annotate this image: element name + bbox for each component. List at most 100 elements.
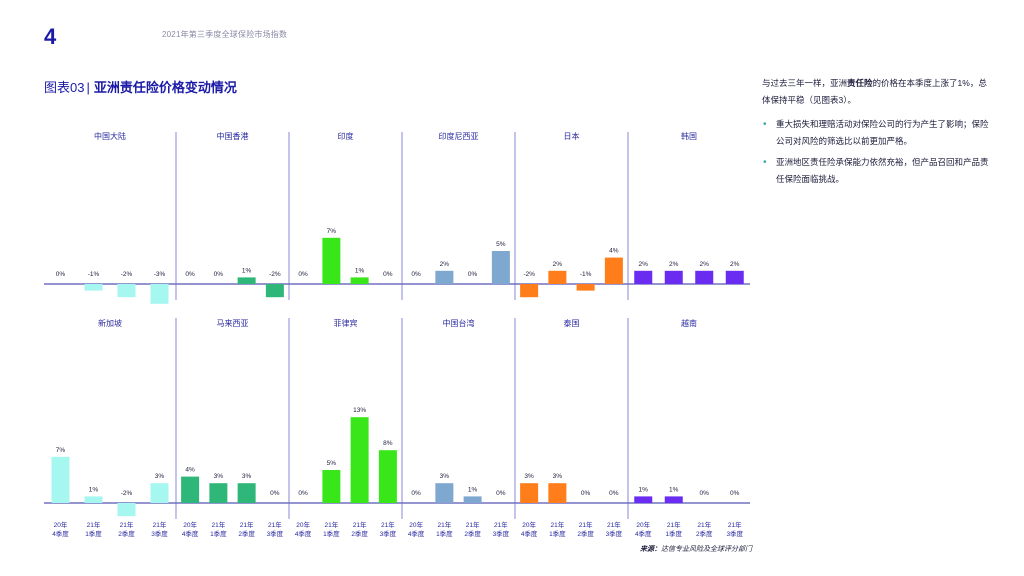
x-tick-label: 21年 — [120, 520, 134, 529]
x-tick-label: 21年 — [438, 520, 452, 529]
x-tick-label: 4季度 — [182, 529, 199, 538]
data-label: 1% — [355, 267, 365, 274]
x-tick-label: 21年 — [381, 520, 395, 529]
bar — [378, 450, 397, 503]
bar — [520, 284, 539, 298]
bar — [350, 277, 369, 284]
x-tick-label: 21年 — [153, 520, 167, 529]
bar — [695, 270, 714, 284]
data-label: 0% — [700, 490, 710, 497]
bar — [576, 284, 595, 291]
x-tick-label: 1季度 — [436, 529, 453, 538]
data-label: 0% — [270, 490, 280, 497]
x-tick-label: 20年 — [183, 520, 197, 529]
bar — [150, 483, 169, 503]
figure-name: 亚洲责任险价格变动情况 — [93, 80, 237, 95]
panel-title: 新加坡 — [98, 318, 122, 328]
x-tick-label: 21年 — [607, 520, 621, 529]
data-label: 3% — [440, 473, 450, 480]
panel-title: 马来西亚 — [217, 319, 249, 328]
data-label: 1% — [468, 486, 478, 493]
bar — [265, 284, 284, 298]
data-label: 2% — [553, 261, 563, 268]
data-label: 3% — [242, 473, 252, 480]
x-tick-label: 1季度 — [323, 529, 340, 538]
data-label: 0% — [185, 271, 195, 278]
bar — [664, 496, 683, 503]
bullet-list: 重大损失和理赔活动对保险公司的行为产生了影响；保险公司对风险的筛选比以前更加严格… — [762, 116, 990, 192]
bar — [664, 270, 683, 284]
panel-title: 中国大陆 — [94, 131, 126, 141]
data-label: 0% — [468, 271, 478, 278]
panel-title: 日本 — [564, 131, 580, 141]
bar — [491, 251, 510, 284]
data-label: 0% — [496, 490, 506, 497]
bar — [322, 237, 341, 284]
data-label: 0% — [411, 490, 421, 497]
x-tick-label: 4季度 — [521, 529, 538, 538]
data-label: 3% — [524, 473, 534, 480]
data-label: 2% — [440, 261, 450, 268]
x-tick-label: 3季度 — [267, 529, 284, 538]
source-note: 来源：达信专业风险及全球评分部门 — [640, 544, 752, 554]
source-text: 达信专业风险及全球评分部门 — [661, 546, 752, 553]
bar — [548, 483, 567, 503]
data-label: 0% — [411, 271, 421, 278]
panel-title: 越南 — [681, 318, 697, 328]
data-label: 4% — [185, 467, 195, 474]
panel-title: 印度 — [338, 131, 354, 141]
bar — [634, 270, 653, 284]
bullet-item: 亚洲地区责任险承保能力依然充裕，但产品召回和产品责任保险面临挑战。 — [762, 154, 990, 188]
bar — [51, 456, 70, 503]
data-label: 2% — [730, 261, 740, 268]
x-tick-label: 21年 — [212, 520, 226, 529]
x-tick-label: 4季度 — [635, 529, 652, 538]
data-label: 4% — [609, 248, 619, 255]
panel-title: 中国香港 — [217, 131, 249, 141]
x-tick-label: 20年 — [409, 520, 423, 529]
bar — [237, 277, 256, 284]
data-label: 8% — [383, 440, 393, 447]
data-label: 7% — [327, 228, 337, 235]
x-tick-label: 21年 — [268, 520, 282, 529]
x-tick-label: 2季度 — [577, 529, 594, 538]
data-label: 3% — [155, 473, 165, 480]
data-label: 1% — [639, 486, 649, 493]
figure-title: 图表03 | 亚洲责任险价格变动情况 — [44, 77, 237, 96]
x-tick-label: 21年 — [697, 520, 711, 529]
bar — [237, 483, 256, 503]
x-tick-label: 3季度 — [380, 529, 397, 538]
x-tick-label: 21年 — [728, 520, 742, 529]
data-label: -2% — [523, 271, 535, 278]
x-tick-label: 21年 — [353, 520, 367, 529]
x-tick-label: 20年 — [296, 520, 310, 529]
data-label: 0% — [730, 490, 740, 497]
data-label: -2% — [121, 271, 133, 278]
x-tick-label: 21年 — [667, 520, 681, 529]
x-tick-label: 2季度 — [351, 529, 368, 538]
data-label: 0% — [298, 271, 308, 278]
data-label: 1% — [669, 486, 679, 493]
data-label: -1% — [88, 271, 100, 278]
data-label: 5% — [327, 460, 337, 467]
panel-title: 中国台湾 — [443, 318, 475, 328]
bar — [350, 417, 369, 503]
document-header-title: 2021年第三季度全球保险市场指数 — [162, 30, 288, 39]
bar — [520, 483, 539, 503]
page-number: 4 — [44, 24, 57, 49]
bar — [117, 503, 136, 517]
data-label: 0% — [383, 271, 393, 278]
data-label: -2% — [121, 490, 133, 497]
x-tick-label: 1季度 — [665, 529, 682, 538]
intro-text-start: 与过去三年一样，亚洲 — [762, 78, 848, 88]
intro-text-end: 的价格在本季度上涨了1%，总体保持平稳（见图表3）。 — [762, 78, 987, 105]
data-label: 0% — [56, 271, 66, 278]
x-tick-label: 21年 — [579, 520, 593, 529]
data-label: 7% — [56, 447, 66, 454]
bar — [322, 470, 341, 503]
bar — [634, 496, 653, 503]
bar — [209, 483, 228, 503]
data-label: -1% — [580, 271, 592, 278]
bar — [117, 284, 136, 298]
bar — [463, 496, 482, 503]
